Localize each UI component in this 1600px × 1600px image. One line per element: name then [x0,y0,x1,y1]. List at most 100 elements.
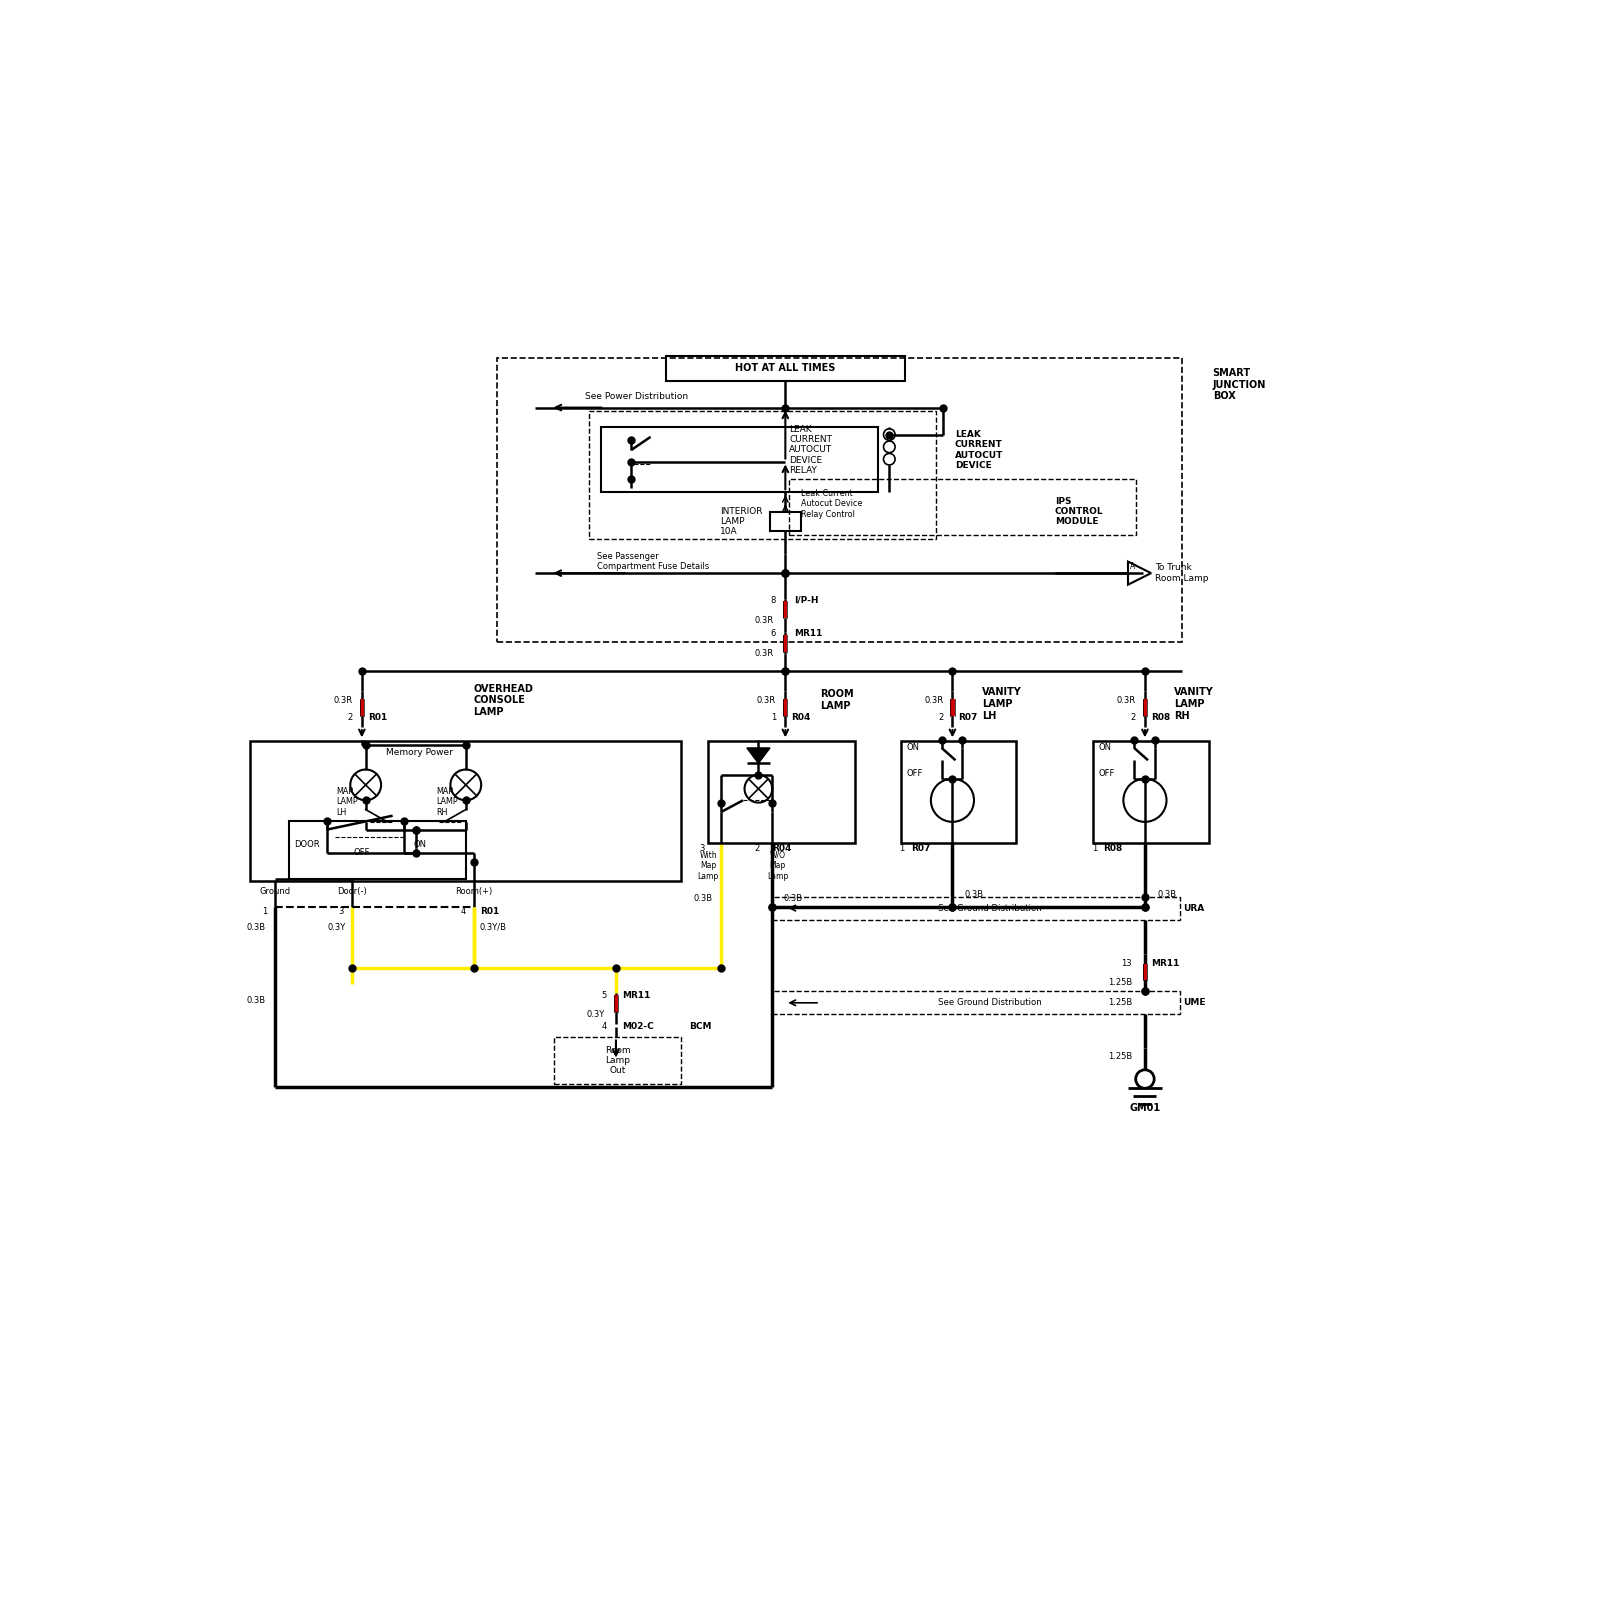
Text: MR11: MR11 [622,992,651,1000]
Text: 0.3B: 0.3B [1157,890,1176,899]
Text: Room(+): Room(+) [454,886,493,896]
Text: 0.3R: 0.3R [925,696,944,704]
Text: ON: ON [906,744,920,752]
Text: 0.3R: 0.3R [757,696,776,704]
Text: UME: UME [1184,998,1206,1008]
Text: 1.25B: 1.25B [1107,978,1131,987]
Text: OVERHEAD
CONSOLE
LAMP: OVERHEAD CONSOLE LAMP [474,683,533,717]
Text: I/P-H: I/P-H [795,595,819,605]
Text: Room
Lamp
Out: Room Lamp Out [605,1046,630,1075]
Text: 2: 2 [1131,714,1136,723]
Text: ON: ON [413,840,427,850]
Text: See Power Distribution: See Power Distribution [586,392,688,400]
Text: 8: 8 [771,595,776,605]
Text: 1: 1 [1091,843,1098,853]
Bar [250,741,682,882]
Bar [784,602,787,618]
Text: 13: 13 [1122,958,1131,968]
Text: 0.3R: 0.3R [1117,696,1136,704]
Text: 0.3B: 0.3B [693,894,712,904]
Bar [288,821,466,878]
Text: 6: 6 [771,629,776,638]
Text: M02-C: M02-C [622,1022,654,1030]
Text: 2: 2 [755,843,760,853]
Bar [773,992,1181,1014]
Text: W/O
Map
Lamp: W/O Map Lamp [766,851,789,880]
Bar [1093,741,1210,843]
Text: DOOR: DOOR [294,840,320,850]
Bar [784,635,787,651]
Text: MAP
LAMP
RH: MAP LAMP RH [437,787,458,816]
Text: 1: 1 [262,907,267,917]
Text: A: A [1130,563,1134,571]
Text: 2: 2 [347,714,352,723]
Text: 1: 1 [899,843,904,853]
Text: VANITY
LAMP
LH: VANITY LAMP LH [982,688,1021,720]
Text: INTERIOR
LAMP
10A: INTERIOR LAMP 10A [720,507,762,536]
Polygon shape [747,747,770,763]
Bar [789,480,1136,534]
Bar [770,512,800,531]
Text: ROOM
LAMP: ROOM LAMP [819,690,854,710]
Text: ON: ON [1099,744,1112,752]
Text: 5: 5 [602,992,606,1000]
Text: 0.3R: 0.3R [755,650,774,659]
Text: 0.3R: 0.3R [333,696,352,704]
Text: 0.3R: 0.3R [755,616,774,624]
Text: MAP
LAMP
LH: MAP LAMP LH [336,787,358,816]
Text: LEAK
CURRENT
AUTOCUT
DEVICE
RELAY: LEAK CURRENT AUTOCUT DEVICE RELAY [789,424,832,475]
Text: OFF: OFF [906,770,923,778]
Text: 3: 3 [339,907,344,917]
Text: 0.3B: 0.3B [246,995,266,1005]
Text: MR11: MR11 [795,629,822,638]
Text: 0.3B: 0.3B [246,923,266,931]
Bar [1142,699,1147,717]
Text: R01: R01 [368,714,387,723]
Text: 0.3Y: 0.3Y [586,1010,605,1019]
Bar [496,357,1182,643]
Bar [666,357,904,381]
Text: Leak Current
Autocut Device
Relay Control: Leak Current Autocut Device Relay Contro… [800,490,862,518]
Text: HOT AT ALL TIMES: HOT AT ALL TIMES [734,363,835,373]
Text: 0.3B: 0.3B [782,894,802,904]
Text: Door(-): Door(-) [338,886,366,896]
Text: 1: 1 [771,714,776,723]
Text: R01: R01 [480,907,499,917]
Text: R08: R08 [1104,843,1123,853]
Text: See Ground Distribution: See Ground Distribution [938,904,1042,912]
Text: R07: R07 [910,843,930,853]
Text: 4: 4 [602,1022,606,1030]
Text: MR11: MR11 [1150,958,1179,968]
Bar [614,995,618,1013]
Text: 0.3Y: 0.3Y [328,923,346,931]
Bar [1142,963,1147,981]
Text: 4: 4 [461,907,466,917]
Text: SMART
JUNCTION
BOX: SMART JUNCTION BOX [1213,368,1266,402]
Bar [589,411,936,539]
Bar [901,741,1016,843]
Text: R08: R08 [1150,714,1170,723]
Text: 0.3B: 0.3B [965,890,984,899]
Text: OFF: OFF [354,848,370,858]
Bar [360,699,363,717]
Text: See Ground Distribution: See Ground Distribution [938,998,1042,1008]
Bar [773,896,1181,920]
Text: Memory Power: Memory Power [386,749,453,757]
Bar [709,741,854,843]
Bar [600,427,878,493]
Text: IPS
CONTROL
MODULE: IPS CONTROL MODULE [1054,496,1104,526]
Bar [554,1037,682,1083]
Text: With
Map
Lamp: With Map Lamp [698,851,718,880]
Text: VANITY
LAMP
RH: VANITY LAMP RH [1174,688,1214,720]
Text: 1.25B: 1.25B [1107,997,1131,1006]
Bar [950,699,955,717]
Text: 3: 3 [699,843,704,853]
Text: R07: R07 [958,714,978,723]
Text: LEAK
CURRENT
AUTOCUT
DEVICE: LEAK CURRENT AUTOCUT DEVICE [955,430,1003,470]
Text: To Trunk
Room Lamp: To Trunk Room Lamp [1155,563,1208,582]
Bar [784,699,787,717]
Text: GM01: GM01 [1130,1104,1160,1114]
Text: BCM: BCM [690,1022,712,1030]
Text: 1.25B: 1.25B [1107,1053,1131,1061]
Text: See Passenger
Compartment Fuse Details: See Passenger Compartment Fuse Details [597,552,709,571]
